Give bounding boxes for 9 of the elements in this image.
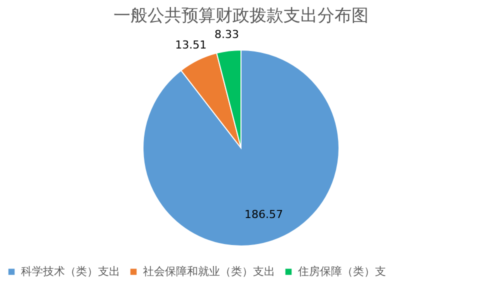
data-label: 13.51	[175, 38, 207, 52]
legend-label: 科学技术（类）支出	[21, 264, 120, 278]
pie-slice	[142, 50, 340, 246]
chart-title: 一般公共预算财政拨款支出分布图	[114, 6, 368, 26]
legend-label: 社会保障和就业（类）支出	[143, 264, 275, 278]
data-label: 186.57	[244, 208, 284, 221]
pie-slice	[180, 52, 242, 148]
data-label: 8.33	[214, 28, 239, 41]
legend-label: 住房保障（类）支	[298, 264, 386, 278]
